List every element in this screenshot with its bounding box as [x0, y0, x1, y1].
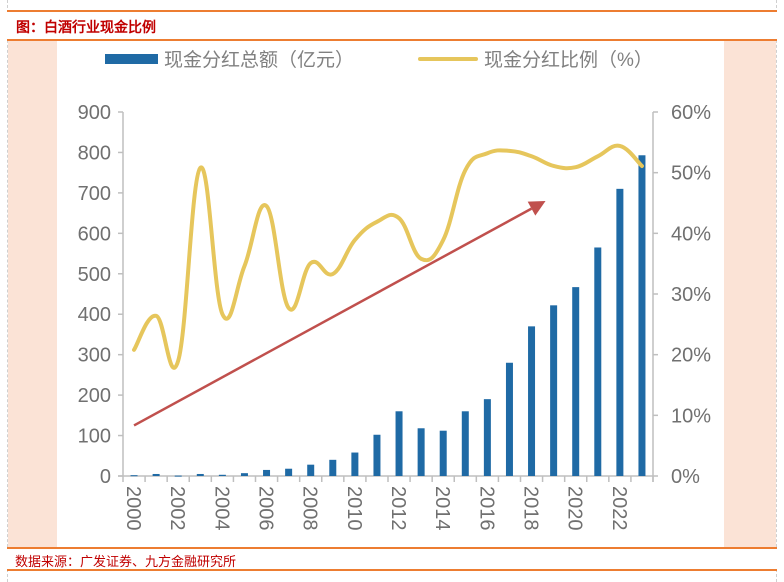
side-panel-left — [8, 41, 57, 547]
figure-title: 图：白酒行业现金比例 — [16, 20, 156, 36]
y-right-tick-label: 30% — [671, 284, 711, 306]
bar — [196, 473, 204, 476]
y-left-tick-label: 200 — [78, 385, 111, 407]
x-tick-label: 2012 — [387, 486, 409, 531]
bar — [285, 468, 293, 476]
y-right-tick-label: 40% — [671, 223, 711, 245]
bar — [218, 474, 226, 476]
trend-arrow — [133, 200, 546, 427]
y-left-tick-label: 400 — [78, 304, 111, 326]
legend-line-label: 现金分红比例（%） — [484, 49, 653, 71]
bar — [439, 430, 447, 476]
x-tick-label: 2010 — [343, 486, 365, 531]
x-tick-label: 2022 — [608, 486, 630, 531]
trend-arrow-shaft — [133, 207, 533, 427]
bar — [329, 459, 337, 476]
bar — [373, 434, 381, 476]
y-left-tick-label: 800 — [78, 142, 111, 164]
bar — [240, 473, 248, 476]
bar — [174, 475, 182, 477]
chart-area — [57, 41, 724, 547]
bar — [417, 428, 425, 476]
y-right-tick-label: 10% — [671, 405, 711, 427]
x-tick-label: 2014 — [431, 486, 453, 531]
y-left-tick-label: 700 — [78, 183, 111, 205]
bar — [461, 411, 469, 476]
x-tick-label: 2000 — [122, 486, 144, 531]
bar — [572, 287, 580, 476]
bar-series — [130, 155, 646, 477]
source-bar: 数据来源：广发证券、九方金融研究所 — [7, 547, 777, 571]
trend-arrow-head — [527, 200, 546, 216]
legend-bar-label: 现金分红总额（亿元） — [164, 49, 354, 71]
bar — [616, 188, 624, 476]
source-note: 数据来源：广发证券、九方金融研究所 — [15, 555, 237, 570]
bar — [550, 305, 558, 476]
bar — [152, 473, 160, 476]
axes: 0 100 200 300 400 500 600 700 800 900 0% 10% 20% 30% 4… — [78, 102, 712, 531]
y-left-tick-label: 500 — [78, 264, 111, 286]
bar — [528, 326, 536, 476]
bar — [638, 155, 646, 476]
ratio-line — [132, 143, 644, 370]
legend-bar-swatch — [105, 54, 158, 64]
y-left-tick-label: 0 — [100, 466, 111, 488]
bar — [351, 452, 359, 476]
y-right-tick-label: 50% — [671, 163, 711, 185]
bar — [594, 247, 602, 476]
x-tick-label: 2016 — [475, 486, 497, 531]
x-tick-label: 2006 — [255, 486, 277, 531]
bar — [483, 399, 491, 476]
bar — [505, 362, 513, 476]
x-tick-label: 2002 — [166, 486, 188, 531]
x-tick-label: 2004 — [210, 486, 232, 531]
y-left-tick-label: 100 — [78, 426, 111, 448]
x-tick-label: 2008 — [299, 486, 321, 531]
figure-title-bar: 图：白酒行业现金比例 — [7, 10, 777, 41]
y-right-tick-label: 60% — [671, 102, 711, 124]
x-tick-label: 2020 — [564, 486, 586, 531]
y-left-tick-label: 900 — [78, 102, 111, 124]
line-series — [132, 143, 644, 370]
y-right-tick-label: 0% — [671, 466, 700, 488]
y-left-tick-label: 300 — [78, 345, 111, 367]
bar — [130, 475, 138, 477]
legend: 现金分红总额（亿元） 现金分红比例（%） — [105, 49, 653, 71]
y-right-tick-label: 20% — [671, 345, 711, 367]
bar — [263, 469, 271, 476]
x-tick-label: 2018 — [520, 486, 542, 531]
side-panel-right — [724, 41, 776, 547]
bar — [395, 411, 403, 476]
y-left-tick-label: 600 — [78, 223, 111, 245]
figure-frame — [7, 0, 777, 582]
bar — [307, 464, 315, 476]
